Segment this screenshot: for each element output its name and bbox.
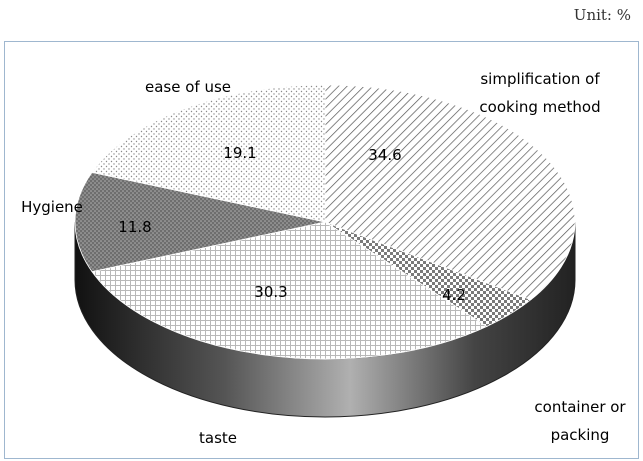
slice-label: Hygiene [21, 198, 83, 216]
pie-slice [91, 221, 488, 360]
slice-value-label: 19.1 [223, 144, 256, 162]
unit-label: Unit: % [573, 6, 631, 24]
pie-slice [91, 84, 326, 223]
pie-slice [324, 84, 576, 301]
slice-value-label: 34.6 [368, 146, 401, 164]
chart-frame [4, 41, 639, 459]
slice-value-label: 4.2 [442, 286, 466, 304]
slice-label: container or packing [534, 398, 626, 444]
slice-label: simplification of cooking method [479, 70, 600, 116]
slice-label: taste [199, 429, 237, 447]
slice-value-label: 11.8 [118, 218, 151, 236]
slice-value-label: 30.3 [254, 283, 287, 301]
pie-slice [74, 171, 326, 273]
slice-label: ease of use [145, 78, 231, 96]
